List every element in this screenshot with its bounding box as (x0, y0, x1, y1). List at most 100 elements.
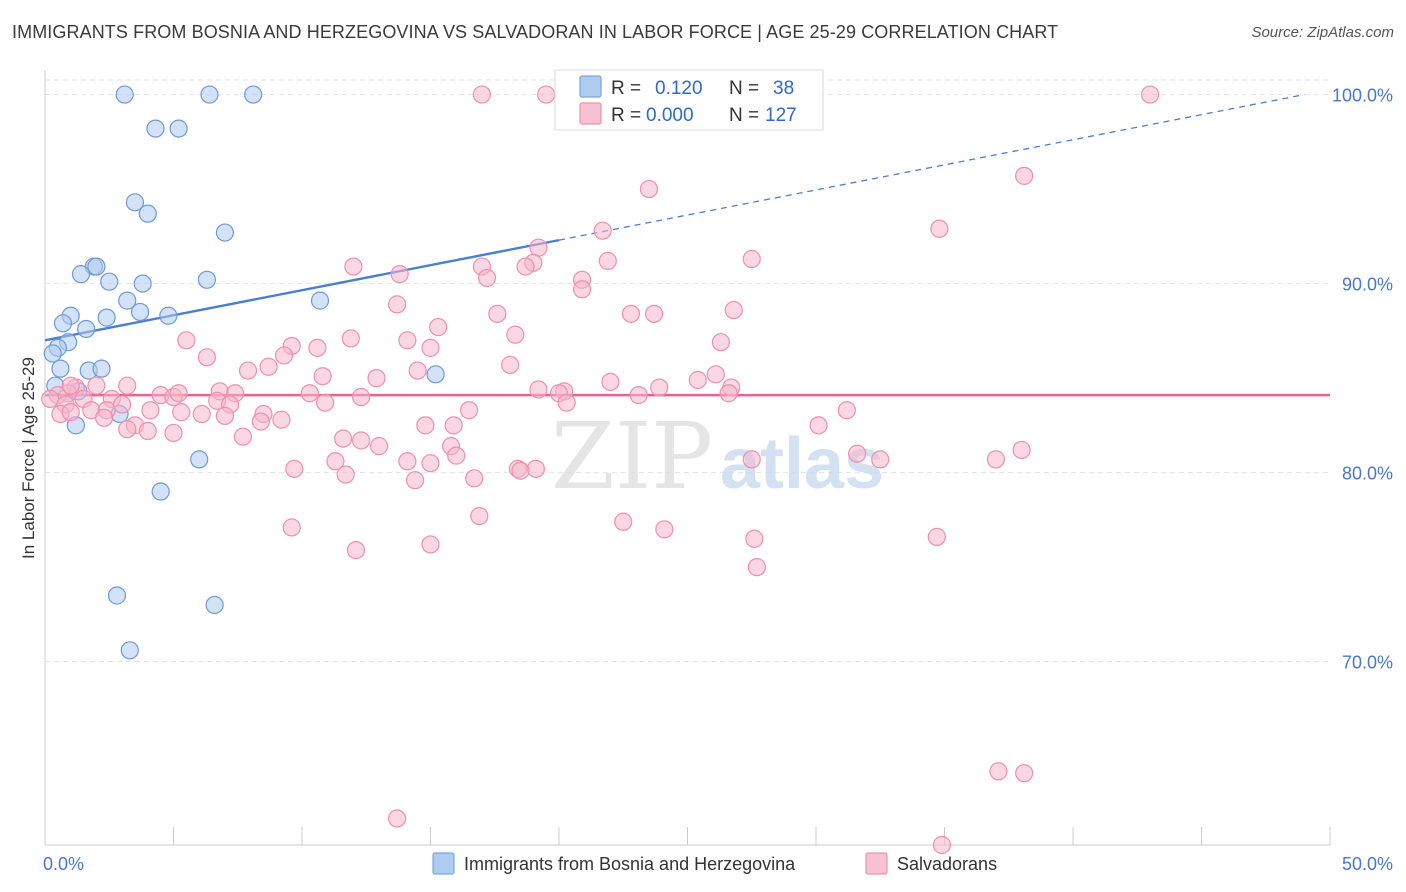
point-pink-113 (282, 518, 301, 537)
point-pink-119 (989, 762, 1008, 781)
point-pink-0 (472, 85, 491, 104)
point-blue-24 (43, 344, 62, 363)
point-pink-112 (655, 520, 674, 539)
point-pink-20 (621, 304, 641, 323)
point-blue-18 (130, 302, 150, 322)
legend-r-label-1: R = (611, 78, 641, 99)
point-pink-27 (711, 333, 731, 352)
point-pink-13 (516, 257, 535, 276)
point-pink-71 (172, 403, 191, 422)
point-pink-77 (251, 412, 270, 431)
point-pink-10 (742, 249, 761, 269)
point-blue-15 (118, 291, 137, 310)
point-pink-3 (1015, 166, 1034, 185)
point-pink-121 (387, 809, 407, 828)
point-pink-107 (511, 461, 530, 480)
point-pink-96 (986, 450, 1006, 469)
point-pink-86 (352, 431, 371, 450)
legend-n-label-1: N = (729, 78, 759, 99)
point-blue-17 (97, 308, 116, 327)
y-tick-label-2: 90.0% (1342, 275, 1393, 295)
point-blue-32 (190, 450, 209, 469)
point-pink-11 (344, 257, 363, 276)
point-blue-27 (92, 359, 111, 378)
trend-line-blue-extension (558, 93, 1305, 241)
x-tick-label-0: 0.0% (43, 854, 84, 874)
watermark: ZIP atlas (551, 403, 884, 510)
axes: 70.0% 80.0% 90.0% 100.0% 0.0% 50.0% (43, 70, 1393, 874)
point-pink-125 (316, 393, 335, 412)
point-blue-33 (151, 482, 170, 501)
bottom-legend-label-blue: Immigrants from Bosnia and Herzegovina (464, 854, 796, 874)
point-blue-35 (205, 595, 224, 615)
point-blue-34 (107, 586, 127, 605)
point-pink-94 (848, 444, 867, 463)
point-pink-21 (644, 304, 664, 323)
point-pink-22 (488, 304, 507, 323)
x-tick-label-1: 50.0% (1342, 854, 1393, 874)
point-blue-3 (146, 119, 165, 138)
point-blue-1 (200, 85, 219, 104)
point-pink-30 (308, 338, 327, 357)
trend-line-blue (44, 238, 560, 342)
point-pink-4 (639, 179, 659, 199)
legend-n-label-2: N = (729, 105, 759, 126)
point-blue-2 (244, 85, 263, 104)
point-blue-25 (51, 359, 70, 378)
point-pink-17 (573, 280, 592, 299)
point-pink-14 (390, 265, 409, 284)
point-pink-101 (447, 446, 466, 465)
legend-swatch-blue (579, 75, 602, 98)
point-pink-24 (506, 325, 525, 344)
point-blue-0 (115, 85, 134, 104)
point-pink-37 (408, 361, 427, 380)
point-pink-55 (300, 384, 319, 403)
point-blue-9 (87, 257, 106, 276)
point-pink-122 (932, 835, 952, 855)
legend-r-value-1: 0.120 (655, 78, 703, 99)
point-pink-78 (95, 408, 114, 427)
point-pink-92 (837, 401, 856, 420)
point-pink-126 (459, 401, 479, 420)
point-pink-73 (192, 404, 211, 424)
point-pink-91 (809, 416, 828, 435)
point-blue-28 (426, 365, 445, 384)
point-pink-83 (138, 421, 157, 441)
trend-lines (44, 93, 1330, 397)
point-pink-33 (197, 348, 217, 367)
point-pink-35 (259, 357, 278, 376)
point-blue-20 (53, 314, 73, 333)
point-pink-9 (598, 251, 617, 271)
point-pink-82 (118, 420, 137, 439)
point-pink-2 (1140, 85, 1160, 104)
point-pink-108 (405, 471, 425, 490)
legend: R = 0.120 N = 38 R = 0.000 N = 127 (554, 69, 824, 131)
point-pink-72 (141, 401, 160, 420)
point-pink-99 (421, 454, 440, 473)
bottom-legend-swatch-pink (865, 852, 888, 875)
point-blue-10 (71, 265, 91, 284)
point-pink-111 (614, 512, 633, 531)
point-pink-1 (537, 85, 556, 104)
point-pink-98 (398, 452, 417, 471)
point-blue-13 (197, 270, 217, 289)
point-pink-56 (352, 387, 371, 407)
point-pink-39 (313, 367, 332, 386)
point-blue-7 (215, 223, 234, 242)
point-pink-36 (238, 361, 258, 380)
legend-r-value-2: 0.000 (646, 105, 694, 126)
y-axis-label: In Labor Force | Age 25-29 (19, 357, 38, 559)
point-pink-117 (421, 535, 440, 554)
point-pink-97 (326, 452, 345, 471)
point-pink-18 (387, 295, 407, 314)
data-points (41, 85, 1160, 855)
point-pink-57 (629, 386, 648, 405)
point-pink-19 (724, 300, 743, 320)
point-blue-4 (169, 119, 188, 138)
point-pink-64 (112, 395, 132, 414)
point-pink-61 (41, 389, 60, 409)
point-pink-124 (169, 384, 188, 403)
bottom-legend-swatch-blue (432, 852, 455, 875)
point-blue-19 (159, 306, 178, 325)
